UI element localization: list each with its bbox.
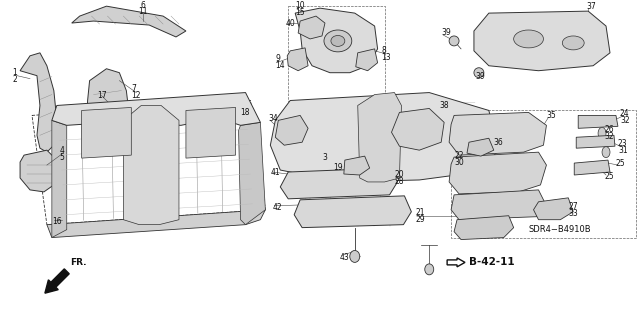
Text: 9: 9 — [275, 54, 280, 63]
Polygon shape — [275, 115, 308, 145]
Ellipse shape — [449, 36, 459, 46]
Text: 10: 10 — [295, 1, 305, 10]
Text: 22: 22 — [454, 151, 463, 160]
Ellipse shape — [425, 264, 434, 275]
Polygon shape — [280, 168, 397, 199]
Text: 28: 28 — [394, 177, 404, 186]
Text: 42: 42 — [273, 203, 282, 212]
Polygon shape — [454, 216, 514, 240]
Text: 40: 40 — [285, 19, 295, 27]
Polygon shape — [294, 196, 412, 228]
Text: 6: 6 — [141, 1, 146, 10]
Polygon shape — [86, 69, 129, 155]
Text: 39: 39 — [441, 28, 451, 37]
Polygon shape — [451, 190, 545, 220]
Polygon shape — [82, 108, 131, 158]
Text: 25: 25 — [616, 159, 625, 167]
Polygon shape — [392, 108, 444, 150]
Ellipse shape — [514, 30, 543, 48]
Polygon shape — [534, 198, 573, 220]
Text: 1: 1 — [12, 68, 17, 77]
Polygon shape — [72, 6, 186, 37]
Text: 15: 15 — [295, 8, 305, 17]
Ellipse shape — [563, 36, 584, 50]
Text: 24: 24 — [620, 109, 630, 118]
Polygon shape — [358, 93, 401, 182]
Text: 16: 16 — [52, 217, 61, 226]
Polygon shape — [20, 150, 60, 192]
Polygon shape — [295, 8, 378, 73]
Polygon shape — [124, 106, 179, 225]
Text: 4: 4 — [60, 146, 65, 155]
Polygon shape — [474, 11, 610, 71]
Text: 33: 33 — [568, 209, 578, 218]
Text: 11: 11 — [138, 7, 148, 16]
Text: 27: 27 — [568, 202, 578, 211]
Polygon shape — [576, 135, 615, 148]
Text: 12: 12 — [131, 91, 141, 100]
Text: 3: 3 — [322, 152, 327, 162]
Polygon shape — [239, 122, 266, 225]
Polygon shape — [287, 48, 308, 71]
Ellipse shape — [474, 68, 484, 78]
Text: 29: 29 — [415, 215, 425, 224]
Polygon shape — [47, 210, 266, 238]
Text: 31: 31 — [618, 146, 628, 155]
Polygon shape — [356, 49, 378, 71]
Polygon shape — [344, 156, 370, 175]
Text: 26: 26 — [604, 125, 614, 134]
Text: 30: 30 — [454, 158, 464, 167]
Ellipse shape — [588, 163, 598, 173]
Polygon shape — [186, 108, 236, 158]
Text: B-42-11: B-42-11 — [469, 257, 515, 267]
Polygon shape — [20, 53, 57, 152]
Text: 7: 7 — [131, 84, 136, 93]
Polygon shape — [578, 115, 618, 128]
Text: 13: 13 — [381, 53, 391, 62]
Text: 39: 39 — [475, 72, 484, 81]
Text: 41: 41 — [270, 167, 280, 176]
Ellipse shape — [350, 250, 360, 263]
Text: 17: 17 — [97, 91, 107, 100]
Ellipse shape — [331, 35, 345, 46]
Text: 25: 25 — [604, 173, 614, 182]
Text: 38: 38 — [439, 101, 449, 110]
Text: FR.: FR. — [70, 258, 86, 267]
Text: 34: 34 — [268, 114, 278, 123]
Text: 23: 23 — [618, 139, 628, 148]
Text: 21: 21 — [415, 208, 425, 217]
Polygon shape — [52, 120, 67, 238]
Text: 32: 32 — [604, 132, 614, 141]
Text: 19: 19 — [333, 163, 342, 172]
Text: 8: 8 — [381, 46, 387, 56]
Polygon shape — [574, 160, 610, 175]
Text: SDR4−B4910B: SDR4−B4910B — [529, 225, 591, 234]
FancyArrow shape — [45, 269, 69, 293]
Polygon shape — [467, 138, 494, 156]
Text: 43: 43 — [340, 253, 349, 262]
Ellipse shape — [602, 147, 610, 158]
Ellipse shape — [324, 30, 352, 52]
Text: 5: 5 — [60, 152, 65, 162]
Text: 18: 18 — [241, 108, 250, 117]
Polygon shape — [270, 93, 499, 182]
Polygon shape — [52, 93, 260, 125]
Text: 37: 37 — [586, 2, 596, 11]
Polygon shape — [449, 152, 547, 194]
Text: 2: 2 — [12, 75, 17, 84]
Ellipse shape — [598, 127, 606, 139]
Text: 14: 14 — [275, 61, 285, 70]
Polygon shape — [449, 112, 547, 155]
Polygon shape — [298, 16, 325, 39]
Text: 32: 32 — [620, 116, 630, 125]
Text: 20: 20 — [394, 170, 404, 180]
Text: 36: 36 — [494, 138, 504, 147]
Text: 35: 35 — [547, 111, 556, 120]
